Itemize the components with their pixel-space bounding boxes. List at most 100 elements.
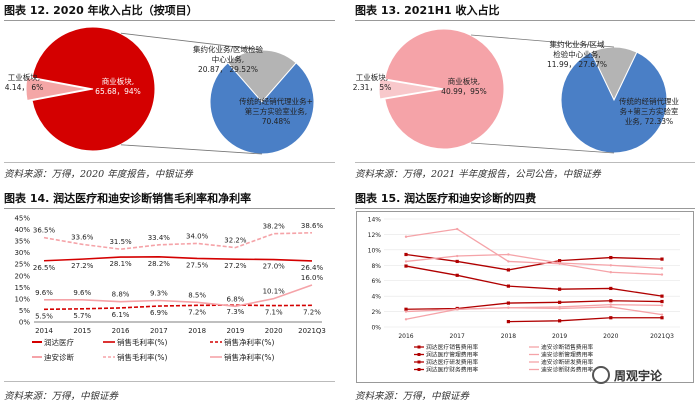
figure-13-title-rule	[355, 20, 695, 21]
data-label: 28.1%	[109, 260, 132, 268]
data-label: 27.5%	[186, 261, 209, 269]
connector-line-bottom	[120, 144, 263, 155]
series-line-2	[405, 265, 663, 297]
pie-slice-sub-1	[227, 49, 297, 103]
legend-group-label: 迪安诊断	[44, 352, 74, 362]
legend-item-label: 润达医疗财务费用率	[426, 366, 478, 374]
data-label: 7.2%	[303, 308, 321, 316]
data-label: 5.5%	[35, 312, 53, 320]
data-point	[506, 284, 510, 288]
y-tick-label: 20%	[14, 272, 30, 280]
pie-label-main-small-line-2: 2.31， 5%	[353, 83, 391, 92]
y-tick-label: 15%	[14, 284, 30, 292]
figure-14-source: 资料来源：万得，中银证券	[4, 391, 119, 402]
data-point	[404, 235, 408, 238]
legend-marker	[417, 345, 421, 349]
x-tick-label: 2021Q3	[298, 327, 326, 335]
data-point	[558, 319, 562, 323]
legend-item-label: 润达医疗销售费用率	[426, 343, 478, 351]
pie-label-sub-1-line-1: 集约化业务/区域	[549, 39, 605, 49]
pie-slice-main-small	[25, 76, 89, 102]
figure-14-title: 图表 14. 润达医疗和迪安诊断销售毛利率和净利率	[4, 192, 252, 205]
data-label: 36.5%	[33, 227, 56, 235]
connector-line-top	[120, 32, 263, 51]
data-point	[455, 273, 459, 277]
y-tick-label: 25%	[14, 261, 30, 269]
data-point	[456, 254, 459, 258]
data-point	[558, 287, 562, 291]
pie-slice-main-big	[384, 28, 505, 150]
data-point	[660, 316, 664, 320]
data-label: 9.6%	[35, 289, 53, 297]
data-point	[506, 320, 510, 324]
legend-item-label: 迪安诊断管理费用率	[541, 351, 593, 359]
legend-item-label: 润达医疗管理费用率	[426, 351, 478, 359]
figure-12-source: 资料来源：万得，2020 年度报告，中银证券	[4, 169, 193, 180]
pie-slice-main-small	[378, 78, 440, 100]
figure-13-pie-chart: 商业板块,40.99，95% 工业板块,2.31， 5% 集约化业务/区域检验中心业…	[353, 28, 679, 154]
figure-15-title-rule	[355, 208, 695, 209]
data-label: 33.6%	[71, 233, 94, 241]
data-point	[404, 310, 408, 313]
y-tick-label: 5%	[19, 307, 30, 315]
pie-label-main-small-line-2: 4.14， 6%	[5, 83, 43, 92]
watermark-text: 周观宇论	[614, 369, 663, 383]
data-label: 26.5%	[33, 264, 56, 272]
figure-14-title-rule	[4, 208, 335, 209]
pie-label-sub-1-line-3: 11.99， 27.67%	[547, 60, 607, 69]
legend-marker	[417, 360, 421, 364]
series-line-3	[405, 300, 663, 310]
pie-label-sub-2-line-2: 第三方实验室业务,	[245, 106, 307, 116]
figure-13-source: 资料来源：万得，2021 半年度报告，公司公告，中银证券	[355, 169, 601, 180]
data-label: 8.8%	[112, 291, 130, 299]
data-label: 8.5%	[188, 291, 206, 299]
data-point	[455, 259, 459, 264]
legend-marker	[417, 353, 421, 356]
data-point	[507, 260, 510, 263]
x-tick-label: 2020	[265, 327, 283, 335]
data-label: 28.2%	[148, 260, 171, 268]
data-label: 7.1%	[265, 309, 283, 317]
pie-slice-sub-2	[209, 62, 315, 155]
y-tick-label: 10%	[368, 247, 382, 254]
figure-12-title: 图表 12. 2020 年收入占比（按项目）	[4, 4, 198, 17]
data-label: 6.8%	[227, 295, 245, 303]
data-point	[404, 252, 408, 257]
y-tick-label: 4%	[371, 294, 381, 301]
pie-label-sub-2-line-3: 业务, 72.33%	[625, 116, 673, 126]
data-point	[404, 264, 408, 268]
pie-label-main-big-line-1: 商业板块,	[448, 76, 480, 86]
y-tick-label: 12%	[368, 232, 382, 239]
y-tick-label: 2%	[371, 309, 381, 316]
figure-12-source-rule	[4, 162, 335, 163]
legend-item-label: 润达医疗研发费用率	[426, 358, 478, 366]
series-line-6	[405, 253, 663, 270]
data-label: 7.3%	[227, 308, 245, 316]
figure-15-chart-frame	[356, 211, 694, 383]
x-tick-label: 2017	[150, 327, 168, 335]
data-point	[558, 261, 561, 265]
series-line-5	[405, 228, 663, 276]
data-label: 6.9%	[150, 309, 168, 317]
y-tick-label: 14%	[368, 217, 382, 224]
data-point	[609, 286, 613, 291]
data-point	[456, 308, 459, 311]
series-line-3	[43, 304, 313, 311]
data-label: 31.5%	[109, 238, 132, 246]
data-point	[660, 267, 664, 270]
series-line-4	[44, 284, 313, 308]
data-point	[506, 268, 510, 272]
y-tick-label: 35%	[14, 238, 30, 246]
data-point	[506, 301, 510, 305]
data-label: 38.2%	[263, 223, 286, 231]
y-tick-label: 30%	[14, 249, 30, 257]
y-tick-label: 0%	[19, 319, 30, 327]
figure-14-source-rule	[4, 381, 335, 382]
data-label: 27.2%	[224, 262, 247, 270]
legend-item-label: 销售净利率(%)	[224, 352, 275, 362]
data-label: 27.0%	[263, 263, 286, 271]
x-tick-label: 2021Q3	[650, 333, 674, 340]
pie-label-sub-2-line-3: 70.48%	[262, 117, 291, 126]
y-tick-label: 6%	[371, 278, 381, 285]
pie-label-main-small-line-1: 工业板块,	[356, 72, 388, 82]
